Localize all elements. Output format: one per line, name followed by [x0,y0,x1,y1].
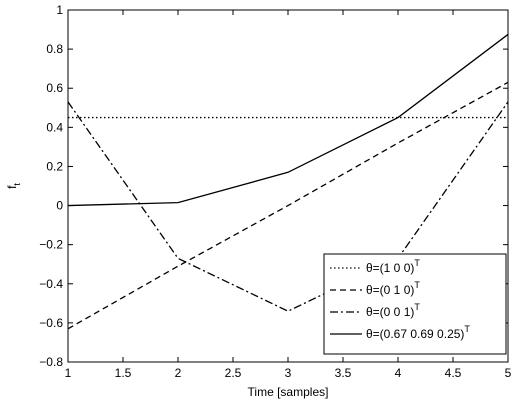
series-line-2 [67,81,509,330]
ticks-layer: 1 1.5 2 2.5 3 3.5 4 4.5 5 −0.8 −0.6 −0.4 −0.2 0 0.2 0.4… [39,3,511,380]
y-axis-label: ft [5,183,22,189]
plot-frame [67,9,509,363]
series-line-4 [67,33,509,207]
legend-label-4: θ=(0.67 0.69 0.25)T [366,324,470,341]
y-tick-label: 0.4 [46,120,63,134]
legend-label-3: θ=(0 0 1)T [366,302,420,319]
legend-label-2: θ=(0 1 0)T [366,280,420,297]
y-tick-label: −0.8 [39,355,63,369]
x-axis-label: Time [samples] [248,385,329,399]
y-tick-label: −0.6 [39,316,63,330]
legend-entries: θ=(1 0 0)T θ=(0 1 0)T θ=(0 0 1)T θ=(0.67 0.… [330,258,470,341]
x-tick-label: 1.5 [115,366,132,380]
y-tick-label: 0.6 [46,81,63,95]
svg-text:ft: ft [5,183,22,189]
x-tick-label: 4.5 [445,366,462,380]
y-tick-label: −0.4 [39,277,63,291]
y-tick-label: 0 [56,199,63,213]
x-tick-label: 5 [505,366,512,380]
y-axis-label-main: f [5,185,19,189]
x-tick-label: 2 [175,366,182,380]
y-axis-label-subscript: t [12,183,22,186]
y-tick-label: 0.2 [46,159,63,173]
x-tick-label: 2.5 [225,366,242,380]
x-tick-label: 3 [285,366,292,380]
legend-box [323,253,507,355]
series-line-3 [67,101,509,312]
legend: θ=(1 0 0)T θ=(0 1 0)T θ=(0 0 1)T θ=(0.67 0.… [323,253,507,355]
y-tick-label: 1 [56,3,63,17]
series-layer [67,33,509,330]
x-tick-label: 1 [65,366,72,380]
x-tick-label: 3.5 [335,366,352,380]
y-tick-label: 0.8 [46,42,63,56]
y-tick-label: −0.2 [39,238,63,252]
x-tick-label: 4 [395,366,402,380]
legend-label-1: θ=(1 0 0)T [366,258,420,275]
